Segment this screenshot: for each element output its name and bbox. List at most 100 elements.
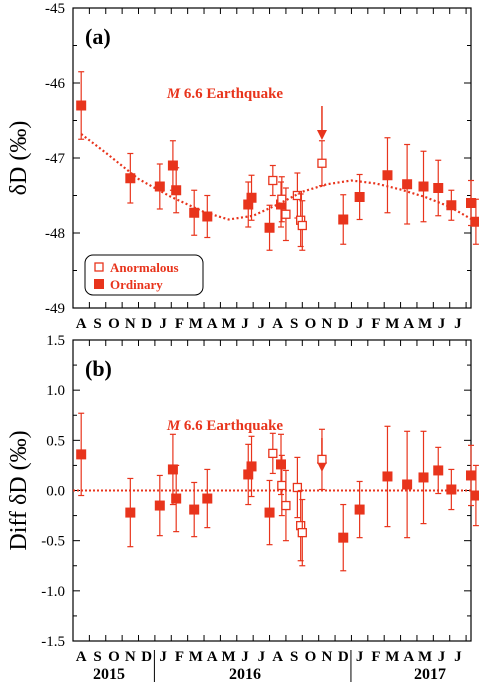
y-tick-label: -49 [45,301,65,317]
data-point-ordinary [402,479,413,490]
magnitude-symbol: M [166,86,181,102]
y-tick-label: -1.5 [41,634,65,650]
x-month-label: D [338,649,349,665]
data-point-ordinary [76,449,87,460]
data-point-ordinary [171,185,182,196]
x-month-label: J [356,316,364,332]
data-point-anormalous [297,527,307,538]
series-trend [80,133,477,223]
y-tick-label: 0.5 [46,433,65,449]
data-point-ordinary [382,170,393,181]
x-month-label: F [175,649,184,665]
data-point-ordinary [354,192,365,202]
data-point-ordinary [276,199,287,210]
earthquake-label: M 6.6 Earthquake [166,86,284,102]
data-point-ordinary [466,198,476,208]
x-month-label: O [305,649,317,665]
data-point-ordinary [276,459,287,470]
data-point-anormalous [292,482,303,493]
panel-label: (b) [85,356,112,381]
x-month-label: J [438,649,446,665]
x-month-label: J [241,316,249,332]
x-month-label: M [385,649,399,665]
data-point-ordinary [154,181,165,192]
data-point-ordinary [243,199,254,210]
x-month-label: J [454,649,462,665]
data-point-ordinary [433,183,444,193]
year-label: 2017 [414,666,446,683]
data-point-ordinary [264,222,275,233]
x-month-label: M [189,316,203,332]
y-tick-label: -45 [45,1,65,17]
y-tick-label: -46 [45,76,65,92]
earthquake-label: M 6.6 Earthquake [166,418,284,434]
y-tick-label: 1.5 [46,333,65,349]
y-tick-label: -48 [45,226,65,242]
data-point-ordinary [382,471,393,482]
x-month-label: F [175,316,184,332]
x-month-label: J [454,316,462,332]
y-axis-title: δD (‰) [6,121,32,196]
legend: Anormalous Ordinary [84,254,204,296]
x-month-label: A [76,316,87,332]
data-point-anormalous [317,158,327,168]
panel-b: 1.51.00.50.0-0.5-1.0-1.5A S O N D J F M A M J J A S O N… [6,333,479,665]
x-month-label: A [76,649,87,665]
x-month-label: J [159,649,167,665]
earthquake-text: 6.6 Earthquake [180,86,283,102]
legend-label-ordinary: Ordinary [110,277,163,292]
y-axis-title: Diff δD (‰) [6,430,32,550]
x-month-label: M [222,649,236,665]
x-month-label: M [385,316,399,332]
x-month-label: O [305,316,317,332]
data-point-ordinary [189,207,200,218]
data-point-ordinary [433,465,444,476]
year-label: 2016 [229,666,261,683]
x-month-label: A [207,649,218,665]
x-month-label: A [403,649,414,665]
x-month-label: S [290,316,298,332]
x-month-label: S [290,649,298,665]
data-point-ordinary [246,461,257,472]
series-ordinary [76,71,479,251]
x-month-label: M [222,316,236,332]
legend-marker-ordinary [94,279,104,289]
earthquake-annotation: M 6.6 Earthquake [166,86,327,140]
y-axis: -45 -46 -47 -48 -49 [45,1,471,317]
magnitude-symbol: M [166,418,181,434]
trend-line [80,133,477,223]
earthquake-text: 6.6 Earthquake [180,418,283,434]
data-point-ordinary [354,504,365,515]
data-point-ordinary [202,493,213,504]
x-month-label: O [108,649,120,665]
earthquake-arrow-head [316,130,327,140]
x-month-label: M [418,316,432,332]
year-label: 2015 [93,666,125,683]
legend-marker-anormalous [94,262,104,272]
data-point-anormalous [292,190,303,201]
data-point-ordinary [466,470,476,481]
panel-label: (a) [85,24,111,49]
data-point-ordinary [167,160,178,171]
x-month-label: J [159,316,167,332]
x-month-label: J [258,649,266,665]
series-anormalous [268,428,327,567]
x-month-label: M [189,649,203,665]
x-month-label: N [125,316,136,332]
x-month-label: S [93,649,101,665]
x-month-label: N [321,649,332,665]
x-month-label: F [371,316,380,332]
data-point-ordinary [154,500,165,511]
data-point-ordinary [470,490,479,501]
data-point-ordinary [189,504,200,515]
x-month-label: J [241,649,249,665]
data-point-anormalous [268,175,278,186]
data-point-anormalous [317,454,327,465]
x-month-label: N [321,316,332,332]
y-tick-label: 0.0 [46,484,65,500]
data-point-ordinary [418,181,429,192]
x-month-label: A [207,316,218,332]
data-point-ordinary [418,472,429,483]
y-tick-label: -47 [45,151,65,167]
